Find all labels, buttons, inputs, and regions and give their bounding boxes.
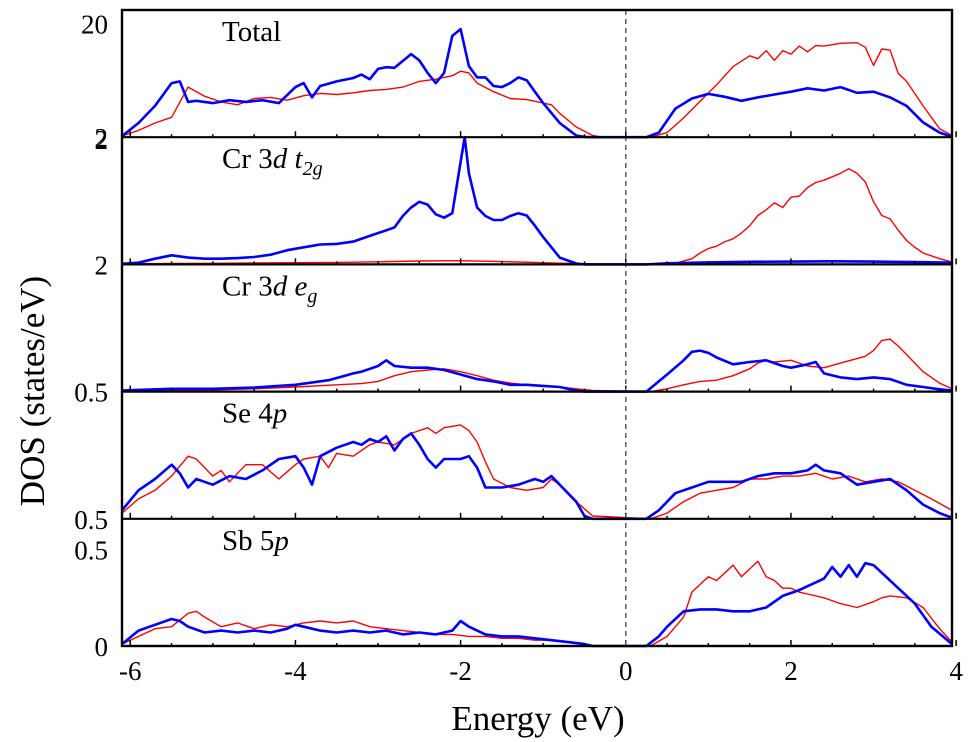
- panel-5: Sb 5p 0.5 0: [74, 525, 957, 662]
- panel-label-3: Cr 3d eg: [222, 270, 317, 307]
- x-tick-label: -6: [119, 656, 142, 686]
- panel-label-1: Total: [222, 16, 281, 48]
- panel-label-4: Se 4p: [222, 398, 287, 430]
- y-tick-label: 20: [81, 9, 108, 39]
- x-tick-label: 2: [784, 656, 798, 686]
- panel-1: Total 20 2: [81, 9, 957, 153]
- x-axis-title: Energy (eV): [451, 699, 624, 738]
- x-tick-label: 0: [619, 656, 633, 686]
- series-red-panel-2: [121, 168, 953, 266]
- panel-label-5: Sb 5p: [222, 525, 289, 557]
- panel-3: Cr 3d eg 0.5: [74, 270, 957, 408]
- series-red-panel-4: [121, 424, 953, 520]
- y-tick-label: 0.5: [74, 536, 108, 566]
- x-tick-label: 4: [949, 656, 963, 686]
- panel-label-2: Cr 3d t2g: [222, 143, 323, 180]
- series-blue-panel-1: [121, 27, 953, 139]
- series-blue-panel-5: [121, 561, 953, 648]
- plot-frame: [120, 8, 954, 648]
- y-axis-title: DOS (states/eV): [13, 276, 52, 506]
- y-tick-label: 2: [95, 125, 109, 155]
- series-red-panel-1: [121, 42, 953, 138]
- series-blue-panel-4: [120, 432, 953, 521]
- series-red-panel-3: [122, 338, 953, 393]
- x-tick-label: -2: [449, 656, 472, 686]
- y-tick-label: 2: [95, 123, 109, 153]
- y-tick-label: 0.5: [74, 378, 108, 408]
- panel-4: Se 4p 0.5: [74, 398, 957, 535]
- y-tick-label: 0.5: [74, 505, 108, 535]
- y-tick-label: 0: [95, 632, 109, 662]
- series-blue-panel-3: [121, 349, 953, 393]
- panel-2: Cr 3d t2g 2 2: [95, 125, 957, 280]
- x-tick-label: -4: [284, 656, 307, 686]
- y-tick-label: 2: [95, 250, 109, 280]
